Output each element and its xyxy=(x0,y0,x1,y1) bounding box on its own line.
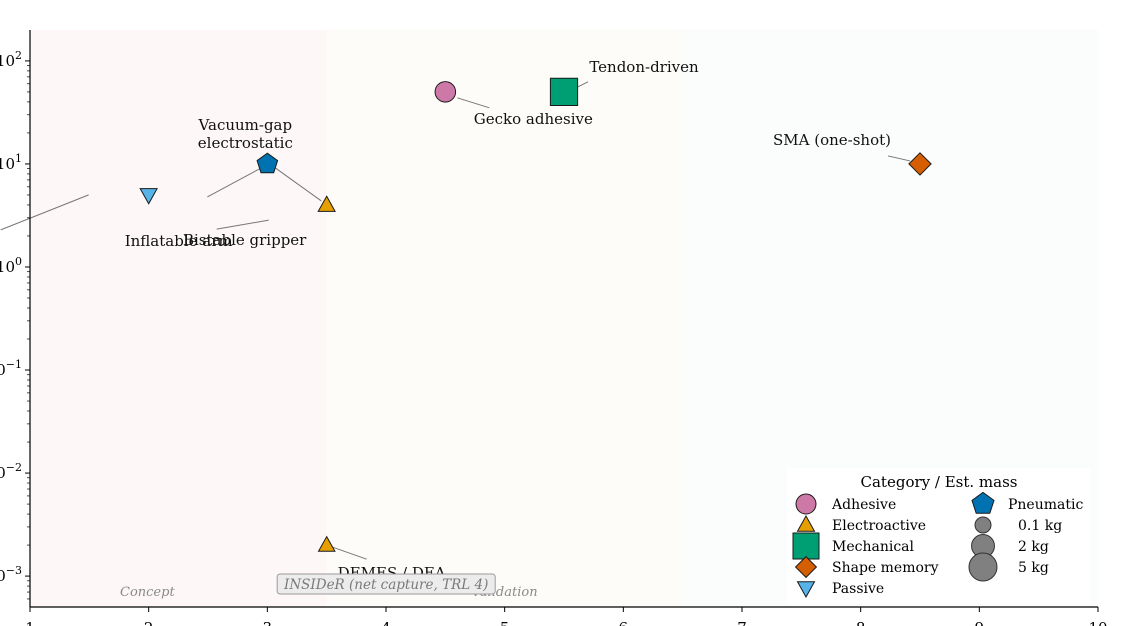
x-tick-label-7: 7 xyxy=(737,619,747,626)
label-bistable-gripper: Bistable gripper xyxy=(183,231,307,249)
leader-sma-one-shot xyxy=(887,155,911,162)
y-tick-label--1: 10−1 xyxy=(0,358,22,379)
axes: 1 2 3 4 5 6 7 8 9 10 102 101 100 10−1 10−2 10−3 xyxy=(0,30,1108,626)
leader-demes-dea xyxy=(332,546,367,560)
y-tick-label--2: 10−2 xyxy=(0,461,22,482)
legend-size-label-2-kg: 2 kg xyxy=(1018,539,1049,555)
legend-marker-mechanical xyxy=(792,532,820,560)
x-tick-label-9: 9 xyxy=(975,619,985,626)
legend-size-label-0-1-kg: 0.1 kg xyxy=(1018,518,1062,534)
legend-marker-shape-memory xyxy=(794,555,818,579)
band-validation xyxy=(326,30,683,607)
label-gecko-adhesive: Gecko adhesive xyxy=(474,110,593,128)
x-tick-label-6: 6 xyxy=(619,619,629,626)
annotation-box: INSIDeR (net capture, TRL 4) xyxy=(276,573,496,595)
y-tick-label-0: 100 xyxy=(0,255,22,276)
y-tick-label-1: 101 xyxy=(0,152,22,173)
label-inflatable-arm: Inflatable arm xyxy=(125,232,233,250)
legend-title: Category / Est. mass xyxy=(861,473,1018,491)
point-tendon-driven xyxy=(549,77,579,106)
x-tick-label-5: 5 xyxy=(500,619,510,626)
legend-label-pneumatic: Pneumatic xyxy=(1008,497,1083,513)
leader-vacuum-gap-to-label xyxy=(207,168,260,198)
point-demes-dea xyxy=(317,535,336,552)
legend-label-passive: Passive xyxy=(832,581,884,597)
legend-label-electroactive: Electroactive xyxy=(832,518,926,534)
leader-vacuum-gap-to-bistable xyxy=(275,167,322,202)
x-tick-label-4: 4 xyxy=(381,619,391,626)
legend-size-marker-0-1-kg xyxy=(974,516,992,534)
point-inflatable-arm xyxy=(139,188,158,205)
legend-marker-passive xyxy=(796,581,816,599)
x-tick-label-1: 1 xyxy=(25,619,35,626)
leader-gecko-adhesive xyxy=(457,97,490,109)
data-points xyxy=(139,77,932,552)
point-bistable-gripper xyxy=(317,195,336,212)
legend-size-marker-5-kg xyxy=(968,552,998,582)
label-tendon-driven: Tendon-driven xyxy=(589,58,699,76)
band-concept xyxy=(30,30,327,607)
annotation-box-frame xyxy=(276,573,496,595)
legend: Category / Est. mass Adhesive Electroactiv… xyxy=(787,468,1090,603)
legend-label-mechanical: Mechanical xyxy=(832,539,915,555)
label-vacuum-gap-electrostatic: Vacuum-gap electrostatic xyxy=(198,116,293,152)
point-vacuum-gap-electrostatic xyxy=(256,152,279,174)
x-tick-label-8: 8 xyxy=(856,619,866,626)
legend-size-label-5-kg: 5 kg xyxy=(1018,560,1049,576)
x-tick-label-3: 3 xyxy=(263,619,273,626)
label-sma-one-shot: SMA (one-shot) xyxy=(773,131,891,149)
legend-marker-pneumatic xyxy=(971,491,995,514)
annotation-box-text: INSIDeR (net capture, TRL 4) xyxy=(283,577,488,593)
y-tick-label-2: 102 xyxy=(0,49,22,70)
leader-bistable-gripper xyxy=(216,219,269,230)
y-tick-label--3: 10−3 xyxy=(0,564,22,585)
legend-label-adhesive: Adhesive xyxy=(831,497,896,513)
legend-marker-adhesive xyxy=(795,493,817,515)
x-tick-label-10: 10 xyxy=(1088,619,1107,626)
legend-marker-electroactive xyxy=(796,514,816,532)
point-sma-one-shot xyxy=(908,152,932,176)
band-label-concept: Concept xyxy=(120,585,175,600)
legend-frame xyxy=(787,468,1090,603)
leader-inflatable-arm xyxy=(0,194,89,231)
x-tick-label-2: 2 xyxy=(144,619,154,626)
point-gecko-adhesive xyxy=(434,81,457,103)
legend-label-shape-memory: Shape memory xyxy=(832,560,939,576)
